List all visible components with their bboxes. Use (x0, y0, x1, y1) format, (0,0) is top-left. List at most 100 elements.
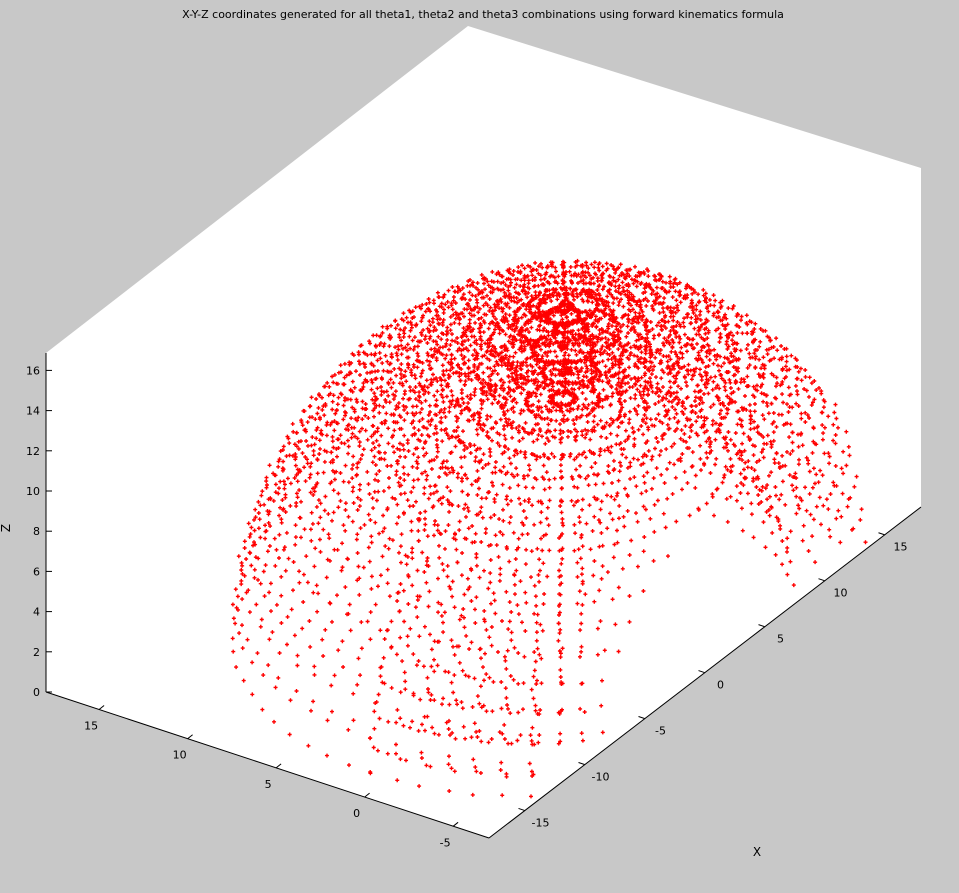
data-point (474, 555, 479, 560)
data-point (296, 446, 301, 451)
data-point (633, 392, 638, 397)
data-point (592, 495, 597, 500)
data-point (697, 332, 702, 337)
data-point (515, 738, 520, 743)
data-point (621, 322, 626, 327)
data-point (648, 319, 653, 324)
data-point (765, 433, 770, 438)
data-point (493, 611, 498, 616)
data-point (628, 353, 633, 358)
data-point (447, 409, 452, 414)
data-point (575, 498, 580, 503)
data-point (507, 600, 512, 605)
data-point (465, 576, 470, 581)
data-point (401, 396, 406, 401)
data-point (495, 371, 500, 376)
data-point (580, 738, 585, 743)
data-point (540, 548, 545, 553)
data-point (706, 363, 711, 368)
data-point (673, 379, 678, 384)
data-point (305, 580, 310, 585)
data-point (392, 366, 397, 371)
data-point (734, 498, 739, 503)
data-point (524, 600, 529, 605)
data-point (709, 448, 714, 453)
data-point (447, 718, 452, 723)
data-point (532, 668, 537, 673)
data-point (477, 306, 482, 311)
data-point (435, 290, 440, 295)
data-point (772, 356, 777, 361)
data-point (484, 627, 489, 632)
data-point (591, 275, 596, 280)
data-point (523, 455, 528, 460)
y-tick-label: 15 (84, 720, 98, 733)
data-point (559, 510, 564, 515)
data-point (622, 524, 627, 529)
data-point (450, 332, 455, 337)
data-point (426, 390, 431, 395)
data-point (395, 322, 400, 327)
data-point (230, 636, 235, 641)
data-point (685, 480, 690, 485)
data-point (776, 461, 781, 466)
data-point (555, 297, 560, 302)
data-point (698, 372, 703, 377)
data-point (684, 439, 689, 444)
data-point (595, 497, 600, 502)
data-point (642, 356, 647, 361)
data-point (439, 377, 444, 382)
data-point (424, 477, 429, 482)
data-point (242, 539, 247, 544)
data-point (280, 447, 285, 452)
data-point (427, 363, 432, 368)
data-point (587, 273, 592, 278)
data-point (688, 368, 693, 373)
data-point (741, 431, 746, 436)
data-point (621, 514, 626, 519)
data-point (446, 384, 451, 389)
data-point (570, 290, 575, 295)
data-point (310, 435, 315, 440)
data-point (549, 451, 554, 456)
data-point (615, 417, 620, 422)
data-point (472, 607, 477, 612)
data-point (336, 395, 341, 400)
data-point (785, 572, 790, 577)
data-point (386, 381, 391, 386)
data-point (288, 481, 293, 486)
data-point (435, 342, 440, 347)
data-point (331, 445, 336, 450)
data-point (432, 731, 437, 736)
x-axis-line (488, 506, 922, 839)
data-point (592, 321, 597, 326)
data-point (584, 316, 589, 321)
data-point (655, 498, 660, 503)
data-point (448, 362, 453, 367)
data-point (534, 638, 539, 643)
data-point (453, 537, 458, 542)
data-point (252, 567, 257, 572)
data-point (482, 678, 487, 683)
data-point (650, 454, 655, 459)
data-point (437, 410, 442, 415)
data-point (653, 402, 658, 407)
data-point (448, 586, 453, 591)
data-point (519, 315, 524, 320)
data-point (545, 574, 550, 579)
data-point (375, 358, 380, 363)
data-point (428, 309, 433, 314)
data-point (575, 406, 580, 411)
data-point (569, 273, 574, 278)
data-point (476, 310, 481, 315)
data-point (657, 453, 662, 458)
data-point (370, 460, 375, 465)
data-point (451, 298, 456, 303)
data-point (269, 609, 274, 614)
data-point (728, 456, 733, 461)
data-point (680, 487, 685, 492)
data-point (568, 429, 573, 434)
data-point (545, 505, 550, 510)
data-point (290, 421, 295, 426)
data-point (426, 690, 431, 695)
